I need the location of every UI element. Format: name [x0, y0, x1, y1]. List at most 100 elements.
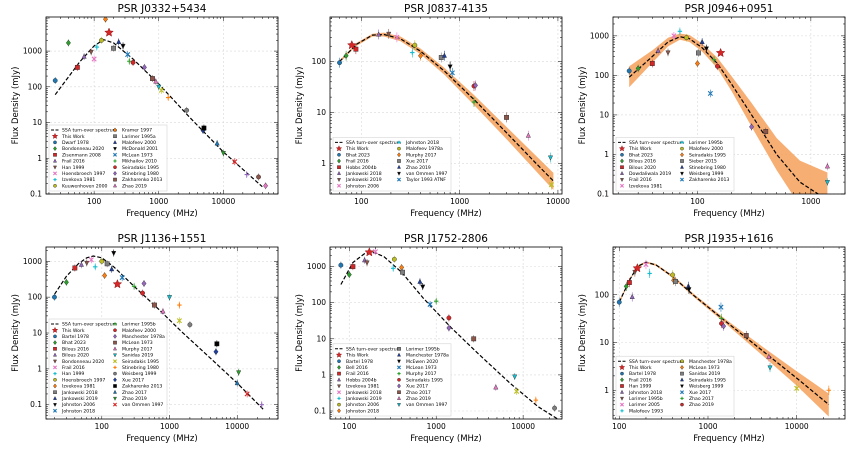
legend-label: Bondonneau 2020	[62, 146, 104, 152]
legend-label: Malofeev 2000	[122, 140, 156, 146]
legend-marker-swatch	[53, 158, 57, 163]
legend-label: Johnston 2006	[61, 402, 95, 408]
legend-marker-swatch	[680, 146, 684, 151]
legend-label: Larimer 1995a	[122, 134, 156, 140]
y-tick-label: 10	[32, 118, 42, 127]
legend-label: Bhat 2023	[629, 152, 653, 158]
legend-marker-swatch	[113, 127, 117, 133]
legend-marker-swatch	[680, 377, 684, 382]
legend-label: Johnston 2006	[345, 402, 379, 408]
y-tick-label: 1	[321, 370, 326, 379]
legend-marker-swatch	[680, 159, 684, 163]
data-point	[743, 333, 749, 338]
y-tick-label: 0.1	[597, 190, 609, 199]
legend-label: Zhao 2019	[122, 183, 147, 189]
data-point	[141, 64, 147, 71]
legend-label: Seiradakis 1995	[689, 152, 726, 158]
legend-box	[615, 355, 735, 417]
legend-star-swatch	[335, 145, 343, 152]
data-point	[512, 374, 518, 380]
legend-label: McLean 1973	[689, 365, 720, 371]
legend-marker-swatch	[337, 183, 341, 188]
x-axis-label: Frequency (MHz)	[126, 209, 197, 219]
plot-area	[52, 249, 265, 411]
legend-label: Jankowski 2019	[345, 177, 382, 183]
this-work-point	[364, 247, 375, 257]
data-point	[376, 31, 382, 37]
legend-marker-swatch	[620, 152, 624, 157]
legend-marker-swatch	[113, 322, 117, 326]
plot-area	[52, 17, 269, 190]
y-tick-label: 100	[28, 82, 43, 91]
legend-label: Zakharenko 2013	[689, 177, 729, 183]
legend-marker-swatch	[53, 152, 57, 157]
legend-marker-swatch	[680, 171, 684, 176]
legend-marker-swatch	[397, 390, 401, 395]
data-point	[120, 43, 126, 49]
legend-label: Malofeev 2000	[122, 328, 156, 334]
y-tick-label: 0.1	[30, 400, 42, 409]
data-point	[119, 275, 125, 281]
x-axis-label: Frequency (MHz)	[410, 209, 481, 219]
data-point	[338, 262, 344, 268]
data-point	[655, 47, 661, 53]
data-point	[156, 84, 162, 90]
chart-panel-1: 100 1000 10000 0.1 1 10 100 1000 PSR J0332+5434 F…	[11, 3, 279, 219]
data-point	[201, 125, 207, 131]
x-tick-label: 100	[95, 422, 110, 431]
legend-marker-swatch	[620, 409, 624, 413]
legend-label: Manchester 1978a	[689, 359, 732, 365]
data-point	[346, 271, 352, 278]
legend-marker-swatch	[113, 340, 117, 345]
legend-marker-swatch	[620, 396, 624, 401]
legend-label: Bilous 2020	[62, 353, 89, 359]
data-point	[696, 50, 701, 56]
x-tick-label: 100	[354, 197, 369, 206]
fit-curve	[54, 38, 263, 188]
data-point	[150, 76, 155, 81]
data-point	[418, 52, 423, 59]
data-point	[513, 388, 520, 394]
minor-ticks	[46, 247, 279, 420]
legend-label: Frail 2016	[62, 159, 85, 165]
data-point	[695, 60, 700, 67]
legend-marker-swatch	[113, 384, 117, 388]
data-point	[232, 159, 238, 165]
data-point	[824, 163, 830, 169]
data-point	[74, 64, 80, 70]
minor-ticks	[329, 247, 562, 420]
legend-label: Johnston 2006	[345, 183, 379, 189]
x-tick-label: 10000	[211, 197, 235, 206]
chart-title: PSR J0946+0951	[685, 3, 774, 15]
legend-label: This Work	[345, 353, 369, 359]
data-point	[391, 256, 397, 262]
data-point	[72, 265, 78, 271]
legend-label: Jankowski 2018	[345, 390, 382, 396]
legend-label: Bartel 1978	[346, 359, 373, 365]
data-point	[111, 45, 116, 51]
data-point	[643, 261, 649, 268]
legend-marker-swatch	[397, 159, 401, 163]
y-tick-label: 1000	[23, 257, 42, 266]
legend-label: Han 1999	[62, 371, 84, 377]
legend-marker-swatch	[337, 152, 341, 157]
legend-marker-swatch	[397, 396, 401, 400]
x-tick-label: 10000	[511, 422, 535, 431]
data-point	[471, 99, 477, 105]
legend-box	[332, 343, 452, 417]
legend-marker-swatch	[620, 384, 624, 388]
legend-box	[48, 124, 168, 192]
data-point	[766, 353, 772, 359]
chart-panel-3: 100 1000 0.1 1 10 100 1000 PSR J0946+0951 Freque…	[578, 3, 846, 219]
legend-marker-swatch	[680, 140, 684, 144]
legend-marker-swatch	[53, 377, 57, 382]
data-point	[684, 35, 689, 41]
data-point	[616, 299, 622, 305]
data-point	[410, 50, 415, 55]
legend-label: Zhao 2019	[406, 165, 431, 171]
minor-ticks	[613, 246, 845, 419]
data-point	[626, 280, 632, 285]
